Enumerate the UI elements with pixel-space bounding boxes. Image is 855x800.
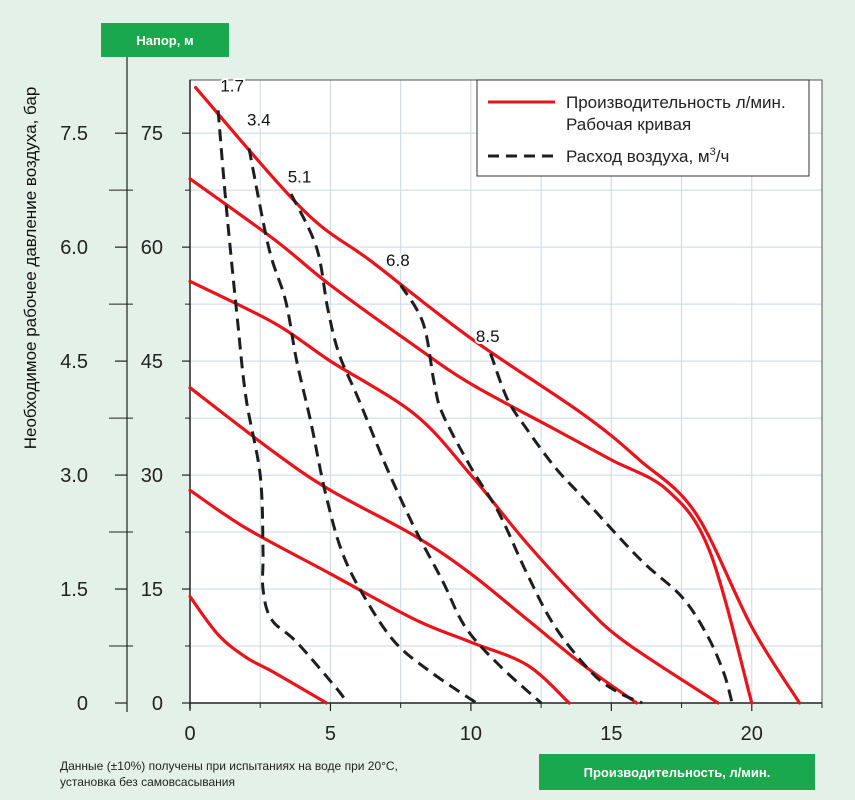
x-tick-label: 5 — [325, 723, 336, 745]
test-note-line2: установка без самовсасывания — [60, 775, 235, 789]
y-tick-label: 0 — [152, 693, 163, 715]
y2-axis-label: Необходимое рабочее давление воздуха, ба… — [21, 87, 40, 450]
air-curves — [216, 110, 734, 705]
x-axis-title: Производительность, л/мин. — [539, 754, 815, 790]
air-curve — [289, 193, 543, 705]
y-tick-label: 75 — [141, 123, 163, 145]
legend-air-text: Расход воздуха, м — [566, 147, 710, 166]
y-tick-label: 15 — [141, 579, 163, 601]
y2-tick-label: 7.5 — [60, 123, 88, 145]
air-curve — [399, 284, 643, 705]
x-tick-label: 10 — [460, 723, 482, 745]
y2-tick-label: 4.5 — [60, 351, 88, 373]
performance-curve — [188, 386, 639, 705]
air-curve-label: 6.8 — [386, 251, 410, 270]
performance-curve — [194, 86, 802, 705]
y2-tick-label: 1.5 — [60, 579, 88, 601]
air-curve — [489, 352, 734, 704]
x-tick-label: 15 — [600, 723, 622, 745]
legend-box — [476, 79, 810, 177]
air-curve-label: 5.1 — [288, 168, 312, 187]
y-axis-title: Напор, м — [101, 23, 229, 57]
air-curve-label: 3.4 — [247, 111, 271, 130]
air-curve — [216, 110, 349, 704]
legend-air-unit: /ч — [716, 147, 730, 166]
performance-curve — [188, 488, 571, 705]
y-tick-label: 45 — [141, 351, 163, 373]
y2-tick-label: 0 — [77, 693, 88, 715]
plot-area — [190, 80, 822, 703]
air-curve-label: 1.7 — [220, 76, 244, 95]
legend-performance-line2: Рабочая кривая — [566, 115, 691, 134]
x-tick-label: 20 — [741, 723, 763, 745]
y-tick-label: 60 — [141, 237, 163, 259]
performance-curve — [188, 595, 329, 705]
y2-tick-label: 6.0 — [60, 237, 88, 259]
legend: Производительность л/мин. Рабочая кривая… — [476, 79, 810, 177]
legend-air-label: Расход воздуха, м3/ч — [566, 146, 729, 166]
air-curve — [247, 148, 478, 705]
performance-curve — [188, 177, 754, 705]
y2-tick-label: 3.0 — [60, 465, 88, 487]
legend-air-sup: 3 — [710, 146, 716, 158]
legend-performance-line1: Производительность л/мин. — [566, 93, 786, 112]
air-curve-label: 8.5 — [476, 327, 500, 346]
air-curve-labels: 1.73.4 5.1 6.8 8.5 — [218, 74, 501, 348]
x-tick-label: 0 — [184, 723, 195, 745]
y-tick-label: 30 — [141, 465, 163, 487]
test-note-line1: Данные (±10%) получены при испытаниях на… — [60, 759, 398, 773]
